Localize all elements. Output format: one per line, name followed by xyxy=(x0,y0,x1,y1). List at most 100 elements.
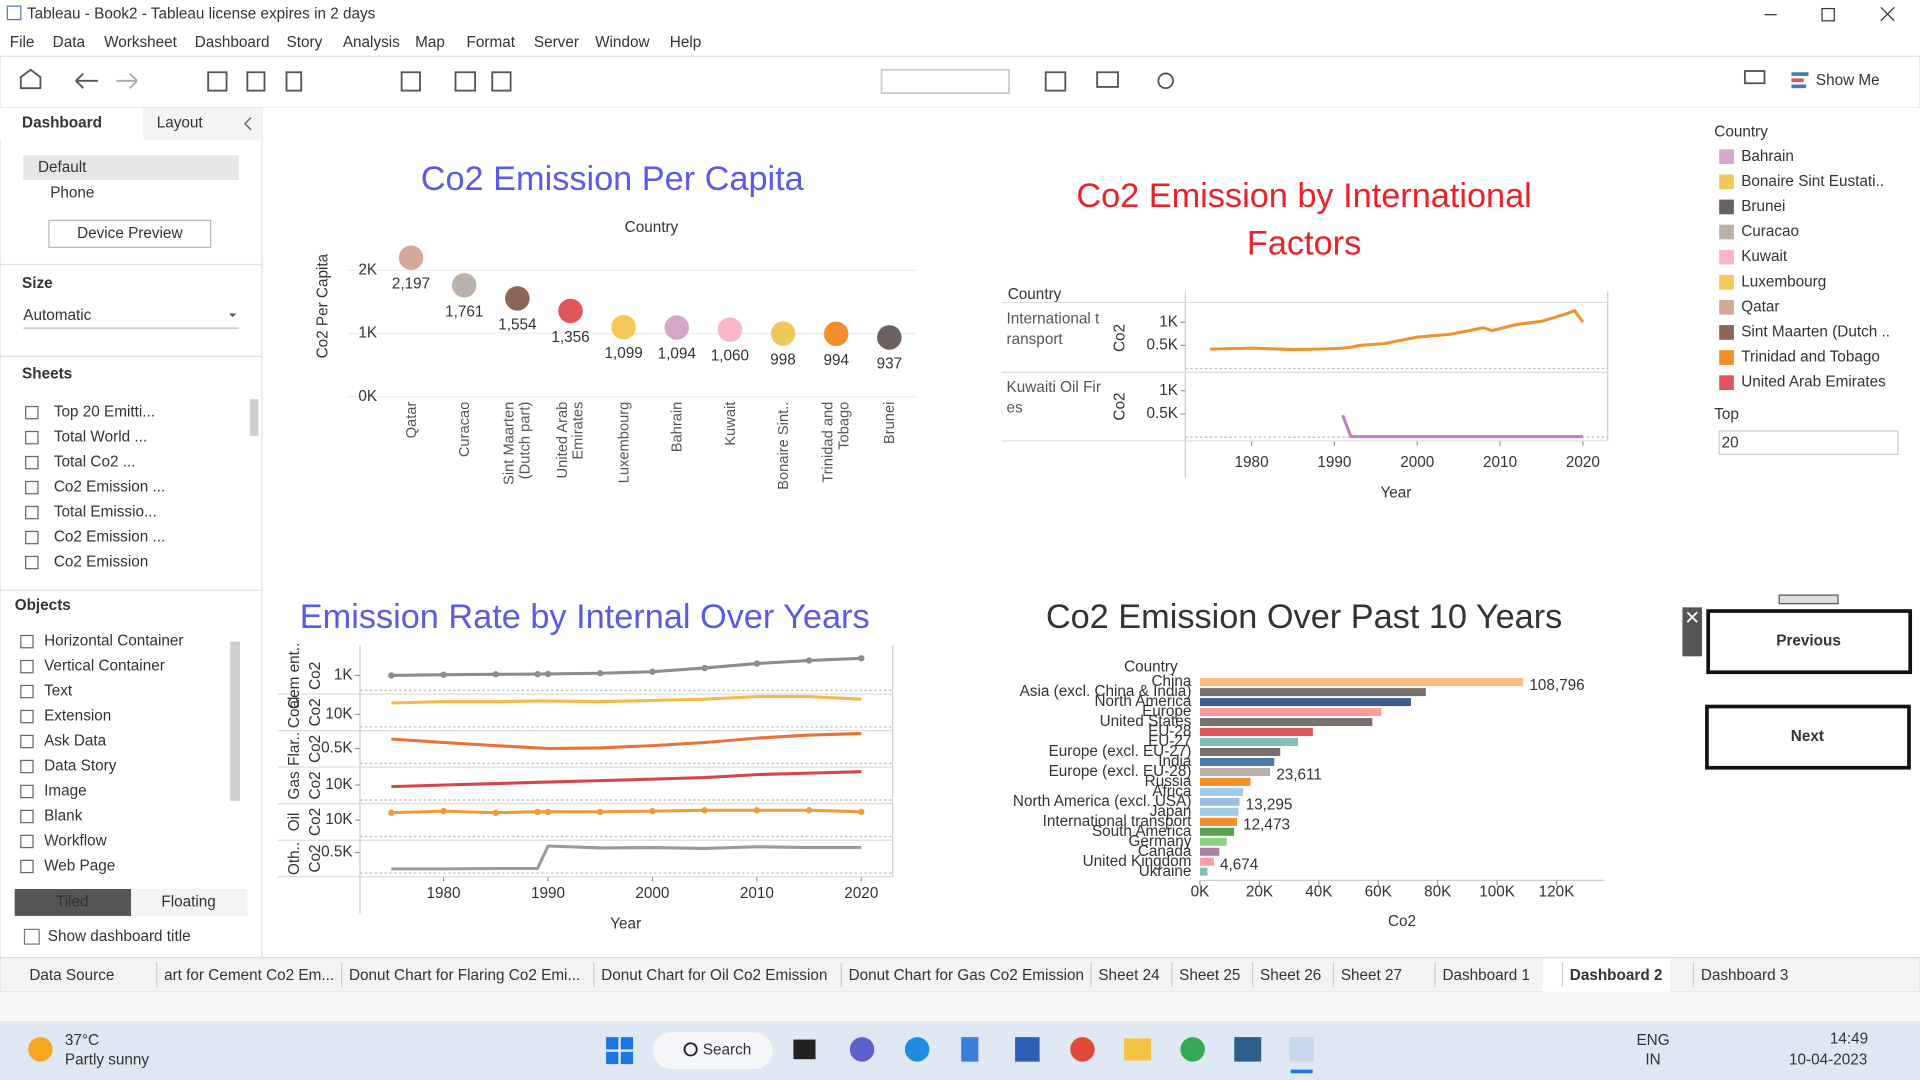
legend-label[interactable]: Bonaire Sint Eustati.. xyxy=(1741,173,1884,190)
sheet-tab[interactable]: Dashboard 1 xyxy=(1442,967,1530,984)
sheet-tab[interactable]: art for Cement Co2 Em... xyxy=(164,967,334,984)
sheet-tab[interactable]: Donut Chart for Flaring Co2 Emi... xyxy=(349,967,580,984)
menu-item[interactable]: File xyxy=(10,34,35,51)
menu-item[interactable]: Help xyxy=(670,34,701,51)
sheet-item[interactable]: Total Co2 ... xyxy=(54,454,136,471)
dropdown-arrow[interactable] xyxy=(228,313,237,318)
menu-item[interactable]: Server xyxy=(534,34,579,51)
taskbar-app[interactable] xyxy=(904,1037,930,1062)
device-option[interactable]: Default xyxy=(38,159,87,176)
scrollbar[interactable] xyxy=(249,399,259,436)
checkbox[interactable] xyxy=(23,928,40,945)
top-input[interactable] xyxy=(1718,430,1899,455)
show-cards-icon[interactable] xyxy=(1044,71,1067,92)
legend-label[interactable]: Brunei xyxy=(1741,198,1785,215)
search-icon[interactable] xyxy=(683,1042,698,1057)
sheet-item[interactable]: Co2 Emission ... xyxy=(54,479,165,496)
top-value[interactable]: 20 xyxy=(1722,434,1739,451)
show-me-label[interactable]: Show Me xyxy=(1816,72,1880,89)
legend-label[interactable]: Qatar xyxy=(1741,298,1779,315)
share-icon[interactable] xyxy=(1157,72,1174,90)
taskbar-app[interactable] xyxy=(961,1037,979,1062)
search-box[interactable] xyxy=(652,1032,773,1069)
panel-tab[interactable]: Layout xyxy=(157,115,204,132)
show-me-icon[interactable] xyxy=(1791,78,1804,83)
object-item[interactable]: Horizontal Container xyxy=(44,633,183,650)
scrollbar[interactable] xyxy=(230,641,240,801)
panel-tab[interactable]: Dashboard xyxy=(22,115,102,132)
previous-button[interactable] xyxy=(1706,609,1913,675)
menu-item[interactable]: Worksheet xyxy=(104,34,178,51)
checkbox-label[interactable]: Show dashboard title xyxy=(48,928,191,945)
presentation-icon[interactable] xyxy=(1096,71,1119,88)
save-icon[interactable] xyxy=(207,71,228,92)
taskbar-app[interactable] xyxy=(849,1037,875,1062)
clear-icon[interactable] xyxy=(491,71,512,92)
device-option[interactable]: Phone xyxy=(50,185,94,202)
sheet-tab[interactable]: Sheet 24 xyxy=(1098,967,1160,984)
show-me-icon[interactable] xyxy=(1791,72,1809,76)
device-preview-button[interactable] xyxy=(48,219,212,248)
sheet-tab[interactable]: Data Source xyxy=(29,967,114,984)
taskbar-app[interactable] xyxy=(1124,1038,1152,1061)
device-preview-label[interactable]: Device Preview xyxy=(77,225,183,242)
legend-label[interactable]: Kuwait xyxy=(1741,248,1788,265)
show-me-icon[interactable] xyxy=(1791,84,1807,89)
nav-label[interactable]: Previous xyxy=(1776,633,1841,650)
close-float-icon[interactable] xyxy=(1686,611,1698,623)
default-option-bg[interactable] xyxy=(23,155,239,180)
taskbar-app[interactable] xyxy=(1015,1037,1040,1062)
menu-item[interactable]: Window xyxy=(595,34,650,51)
tiled-button-bg[interactable] xyxy=(14,888,132,916)
sheet-item[interactable]: Co2 Emission xyxy=(54,554,148,571)
sheet-tab[interactable]: Dashboard 2 xyxy=(1570,967,1663,984)
sheet-tab[interactable]: Dashboard 3 xyxy=(1701,967,1789,984)
collapse-icon[interactable] xyxy=(244,117,252,131)
taskbar-app[interactable] xyxy=(793,1039,816,1060)
menu-item[interactable]: Data xyxy=(53,34,86,51)
sheet-item[interactable]: Co2 Emission ... xyxy=(54,529,165,546)
start-tile[interactable] xyxy=(620,1037,634,1050)
new-sheet-icon[interactable] xyxy=(400,71,421,92)
legend-label[interactable]: United Arab Emirates xyxy=(1741,374,1886,391)
taskbar-app[interactable] xyxy=(1180,1037,1205,1062)
drag-grip[interactable] xyxy=(1778,594,1839,605)
taskbar-app[interactable] xyxy=(1234,1037,1262,1062)
restore-button[interactable] xyxy=(1821,7,1835,22)
sheet-tab[interactable]: Donut Chart for Oil Co2 Emission xyxy=(601,967,827,984)
menu-item[interactable]: Dashboard xyxy=(195,34,270,51)
floating-button-bg[interactable] xyxy=(131,888,248,916)
close-button[interactable] xyxy=(1880,6,1895,22)
weather-icon[interactable] xyxy=(28,1037,53,1062)
layout-mode[interactable]: Floating xyxy=(161,893,215,910)
object-item[interactable]: Data Story xyxy=(44,758,117,775)
menu-item[interactable]: Story xyxy=(287,34,323,51)
new-datasource-icon[interactable] xyxy=(246,71,266,92)
start-tile[interactable] xyxy=(606,1051,619,1065)
duplicate-icon[interactable] xyxy=(454,71,477,92)
size-value[interactable]: Automatic xyxy=(23,307,91,324)
sheet-tab[interactable]: Donut Chart for Gas Co2 Emission xyxy=(849,967,1085,984)
float-handle[interactable] xyxy=(1682,607,1703,657)
home-icon[interactable] xyxy=(19,68,42,90)
object-item[interactable]: Ask Data xyxy=(44,733,107,750)
start-tile[interactable] xyxy=(620,1051,634,1065)
legend-label[interactable]: Luxembourg xyxy=(1741,273,1826,290)
undo-icon[interactable] xyxy=(75,72,98,89)
object-item[interactable]: Workflow xyxy=(44,833,108,850)
taskbar-app[interactable] xyxy=(1070,1037,1095,1062)
sheet-tab[interactable]: Sheet 27 xyxy=(1341,967,1402,984)
taskbar-app[interactable] xyxy=(1289,1037,1314,1062)
menu-item[interactable]: Map xyxy=(415,34,445,51)
legend-label[interactable]: Trinidad and Tobago xyxy=(1741,349,1880,366)
sheet-tab[interactable]: Sheet 26 xyxy=(1260,967,1321,984)
sheet-item[interactable]: Total World ... xyxy=(54,429,147,446)
legend-label[interactable]: Bahrain xyxy=(1741,148,1794,165)
object-item[interactable]: Image xyxy=(44,783,87,800)
sheet-item[interactable]: Total Emissio... xyxy=(54,504,157,521)
search-label[interactable]: Search xyxy=(703,1042,751,1059)
sheet-item[interactable]: Top 20 Emitti... xyxy=(54,404,155,421)
pause-icon[interactable] xyxy=(285,71,303,92)
format-icon[interactable] xyxy=(1743,70,1766,85)
layout-mode[interactable]: Tiled xyxy=(56,893,89,910)
